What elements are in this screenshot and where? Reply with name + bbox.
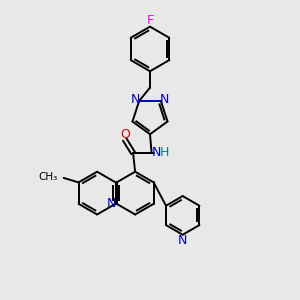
Text: N: N [178,234,188,247]
Text: CH₃: CH₃ [38,172,57,182]
Text: N: N [106,197,116,210]
Text: N: N [130,93,140,106]
Text: H: H [159,146,169,160]
Text: F: F [146,14,154,27]
Text: N: N [160,93,169,106]
Text: N: N [152,146,161,160]
Text: O: O [120,128,130,141]
